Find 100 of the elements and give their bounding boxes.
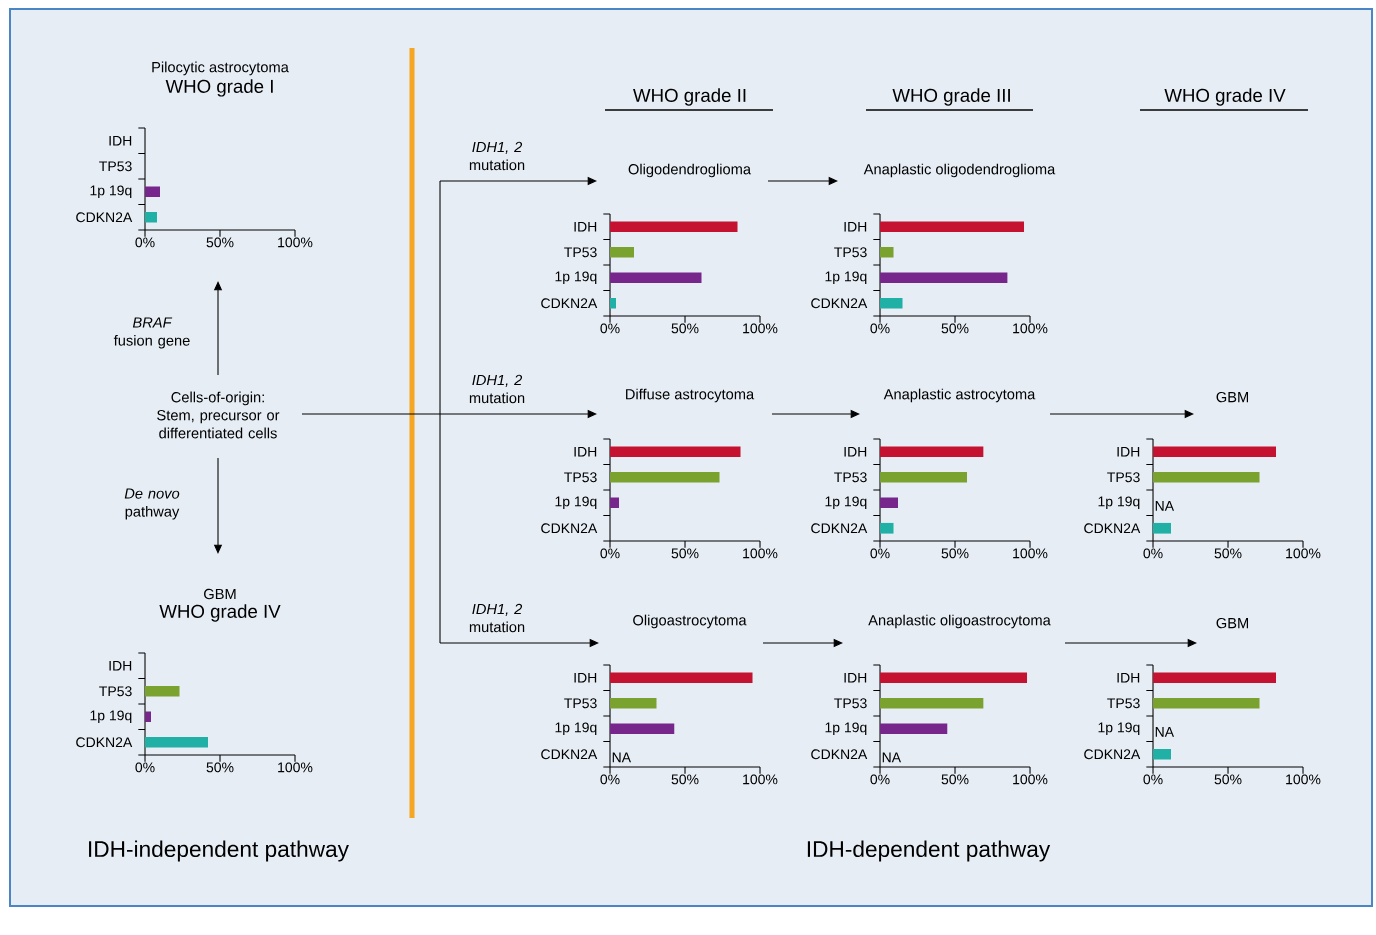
x-tick-label: 100% <box>743 548 778 559</box>
bar <box>610 446 741 458</box>
y-tick-label: CDKN2A <box>541 749 598 760</box>
x-tick-label: 0% <box>600 323 620 334</box>
chart-title: WHO grade IV <box>159 604 281 622</box>
text: BRAF fusion gene <box>113 317 190 349</box>
y-tick-label: 1p 19q <box>555 271 597 285</box>
y-tick-label: CDKN2A <box>811 749 868 760</box>
y-tick-label: CDKN2A <box>811 298 868 309</box>
bar <box>880 672 1028 684</box>
x-tick-label: 50% <box>941 548 969 559</box>
x-tick-label: 50% <box>941 774 969 785</box>
x-tick-label: 50% <box>206 237 234 248</box>
y-tick-label: 1p 19q <box>555 722 597 736</box>
text: NA <box>1155 727 1175 737</box>
y-tick-label: IDH <box>574 446 597 457</box>
bar <box>880 446 984 458</box>
x-tick-label: 50% <box>206 762 234 773</box>
x-tick-label: 100% <box>1013 323 1048 334</box>
y-tick-label: 1p 19q <box>90 710 132 724</box>
chart-title: WHO grade I <box>165 79 273 97</box>
x-tick-label: 100% <box>1013 548 1048 559</box>
x-tick-label: 50% <box>671 774 699 785</box>
text: WHO grade IV <box>1164 88 1286 106</box>
text: Cells-of-origin: Stem, precursor or differentiated cells <box>157 391 280 439</box>
y-tick-label: IDH <box>574 672 597 683</box>
x-tick-label: 50% <box>671 548 699 559</box>
y-tick-label: CDKN2A <box>1084 749 1141 760</box>
bar <box>1153 748 1172 760</box>
x-tick-label: 100% <box>1286 548 1321 559</box>
bar <box>1153 522 1172 534</box>
chart-subtitle: GBM <box>204 588 236 600</box>
y-tick-label: CDKN2A <box>1084 523 1141 534</box>
bar <box>1153 471 1260 483</box>
bar <box>880 272 1008 284</box>
x-tick-label: 0% <box>600 548 620 559</box>
text: NA <box>882 752 902 763</box>
bar <box>1153 672 1277 684</box>
chart-title: Diffuse astrocytoma <box>626 388 755 403</box>
bar <box>880 497 899 509</box>
x-tick-label: 50% <box>1214 548 1242 559</box>
y-tick-label: CDKN2A <box>76 212 133 223</box>
y-tick-label: 1p 19q <box>825 271 867 285</box>
chart-title: Anaplastic oligoastrocytoma <box>868 614 1051 629</box>
bar <box>145 736 208 748</box>
y-tick-label: IDH <box>109 135 132 146</box>
bar <box>610 697 657 709</box>
bar <box>880 471 968 483</box>
chart-title: Oligoastrocytoma <box>633 614 747 629</box>
x-tick-label: 0% <box>870 774 890 785</box>
text: IDH1, 2 mutation <box>469 141 525 171</box>
y-tick-label: IDH <box>844 446 867 457</box>
y-tick-label: 1p 19q <box>825 722 867 736</box>
y-tick-label: CDKN2A <box>541 298 598 309</box>
x-tick-label: 0% <box>1143 774 1163 785</box>
y-tick-label: 1p 19q <box>555 496 597 510</box>
x-tick-label: 100% <box>278 762 313 773</box>
chart-title: Anaplastic astrocytoma <box>883 388 1036 403</box>
y-tick-label: 1p 19q <box>90 185 132 199</box>
bar <box>880 297 903 309</box>
y-tick-label: 1p 19q <box>825 496 867 510</box>
y-tick-label: 1p 19q <box>1098 722 1140 736</box>
x-tick-label: 100% <box>1013 774 1048 785</box>
chart-subtitle: Pilocytic astrocytoma <box>152 61 289 76</box>
text: NA <box>612 752 632 763</box>
y-tick-label: CDKN2A <box>76 737 133 748</box>
bar <box>145 711 151 723</box>
x-tick-label: 0% <box>600 774 620 785</box>
bar <box>610 246 635 258</box>
x-tick-label: 0% <box>1143 548 1163 559</box>
y-tick-label: TP53 <box>834 472 867 483</box>
bar <box>610 497 620 509</box>
chart-title: Oligodendroglioma <box>628 163 752 178</box>
x-tick-label: 100% <box>1286 774 1321 785</box>
y-tick-label: 1p 19q <box>1098 496 1140 510</box>
text: IDH1, 2 mutation <box>469 603 525 633</box>
bar <box>1153 697 1260 709</box>
bar <box>610 471 720 483</box>
x-tick-label: 100% <box>743 774 778 785</box>
y-tick-label: TP53 <box>99 161 132 172</box>
bar <box>145 685 180 697</box>
y-tick-label: TP53 <box>1107 472 1140 483</box>
x-tick-label: 50% <box>1214 774 1242 785</box>
bar <box>880 221 1025 233</box>
x-tick-label: 0% <box>135 762 155 773</box>
x-tick-label: 0% <box>870 548 890 559</box>
x-tick-label: 100% <box>278 237 313 248</box>
text: WHO grade III <box>892 88 1010 106</box>
y-tick-label: TP53 <box>564 247 597 258</box>
bar <box>610 723 675 735</box>
y-tick-label: CDKN2A <box>811 523 868 534</box>
y-tick-label: IDH <box>1117 446 1140 457</box>
y-tick-label: CDKN2A <box>541 523 598 534</box>
x-tick-label: 50% <box>941 323 969 334</box>
chart-title: GBM <box>1216 617 1248 629</box>
x-tick-label: 0% <box>870 323 890 334</box>
y-tick-label: IDH <box>574 221 597 232</box>
y-tick-label: IDH <box>109 660 132 671</box>
bar <box>610 272 702 284</box>
x-tick-label: 50% <box>671 323 699 334</box>
